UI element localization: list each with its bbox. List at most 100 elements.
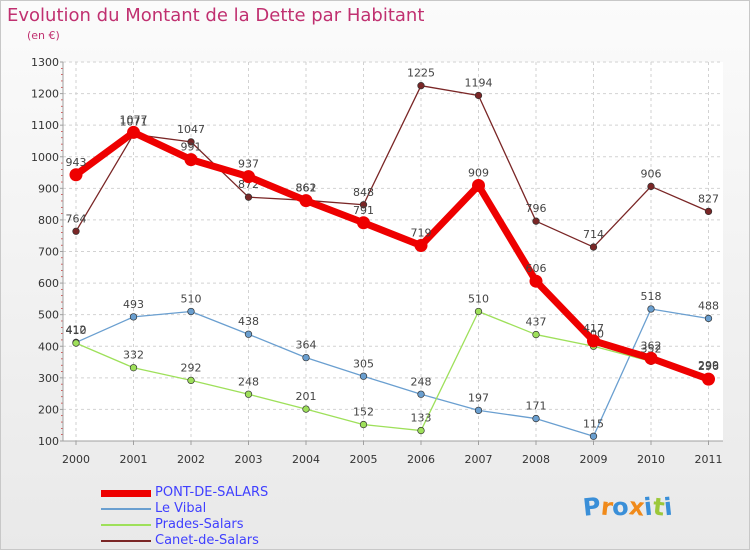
y-tick-label: 200 [38, 403, 59, 416]
data-point [589, 432, 598, 440]
data-label: 133 [411, 412, 432, 425]
data-point [532, 330, 540, 339]
data-label: 510 [181, 293, 202, 306]
y-tick-label: 900 [38, 182, 59, 195]
data-label: 296 [698, 360, 719, 373]
series-segment [75, 316, 135, 344]
data-point [187, 376, 195, 385]
data-point [302, 353, 310, 362]
data-label: 1071 [120, 115, 148, 128]
y-tick-label: 100 [38, 435, 59, 448]
data-label: 115 [583, 417, 604, 430]
data-label: 848 [353, 186, 374, 199]
data-label: 714 [583, 228, 604, 241]
series-segment [592, 308, 652, 437]
series-segment [362, 375, 422, 395]
data-label: 861 [296, 182, 317, 195]
series-segment [477, 310, 537, 336]
y-tick-label: 400 [38, 340, 59, 353]
data-label: 248 [238, 375, 259, 388]
data-label: 362 [641, 339, 662, 352]
data-point [72, 227, 80, 235]
legend-swatch [101, 508, 151, 510]
series-segment [245, 173, 310, 205]
series-segment [535, 333, 595, 347]
series-segment [305, 408, 365, 426]
data-label: 488 [698, 299, 719, 312]
x-tick-label: 2003 [235, 453, 263, 466]
data-point [474, 91, 483, 100]
series-segment [130, 128, 195, 164]
x-tick-label: 2005 [350, 453, 378, 466]
x-tick-label: 2009 [580, 453, 608, 466]
data-point [359, 372, 368, 380]
series-segment [362, 85, 422, 206]
data-label: 510 [468, 293, 489, 306]
data-point [187, 138, 195, 146]
y-tick-label: 1200 [31, 88, 59, 101]
data-point [72, 339, 80, 347]
data-point [69, 168, 83, 182]
data-label: 438 [238, 315, 259, 328]
legend-swatch [101, 540, 151, 542]
series-segment [650, 308, 710, 320]
series-segment [190, 379, 250, 395]
chart-title: Evolution du Montant de la Dette par Hab… [7, 5, 425, 26]
legend-label: Prades-Salars [155, 517, 244, 532]
series-segment [477, 409, 537, 420]
data-point [127, 125, 140, 139]
data-point [184, 153, 198, 167]
x-tick-label: 2000 [62, 453, 90, 466]
data-point [647, 305, 655, 313]
data-label: 606 [526, 262, 547, 275]
series-segment [75, 133, 135, 232]
data-point [704, 314, 713, 323]
data-point [474, 406, 483, 415]
data-label: 1077 [120, 113, 148, 126]
x-tick-label: 2007 [465, 453, 493, 466]
data-point [472, 178, 485, 192]
data-label: 991 [181, 141, 202, 154]
data-point [414, 238, 428, 252]
data-label: 417 [583, 322, 604, 335]
data-label: 862 [296, 181, 317, 194]
data-label: 248 [411, 375, 432, 388]
data-label: 764 [66, 212, 87, 225]
data-point [359, 420, 368, 429]
x-tick-label: 2006 [407, 453, 435, 466]
y-tick-label: 700 [38, 246, 59, 259]
chart-unit: (en €) [27, 29, 60, 42]
series-segment [420, 85, 480, 97]
y-tick-label: 1100 [31, 119, 59, 132]
data-label: 719 [411, 226, 432, 239]
data-point [647, 182, 655, 191]
series-segment [417, 181, 482, 249]
data-label: 410 [66, 324, 87, 337]
data-label: 796 [526, 202, 547, 215]
data-point [242, 170, 255, 184]
series-segment [475, 181, 540, 285]
y-tick-label: 1000 [31, 151, 59, 164]
data-label: 943 [66, 156, 87, 169]
data-label: 305 [353, 357, 374, 370]
y-tick-label: 800 [38, 214, 59, 227]
series-segment [420, 393, 480, 412]
series-segment [647, 354, 712, 383]
data-label: 827 [698, 192, 719, 205]
x-tick-label: 2004 [292, 453, 320, 466]
series-segment [247, 393, 307, 410]
data-point [302, 405, 310, 413]
data-label: 171 [526, 400, 547, 413]
data-point [417, 426, 425, 435]
data-label: 201 [296, 390, 317, 403]
legend-label: Canet-de-Salars [155, 533, 259, 548]
data-label: 937 [238, 158, 259, 171]
data-point [704, 207, 713, 216]
series-segment [132, 367, 192, 382]
legend-label: PONT-DE-SALARS [155, 485, 269, 500]
data-label: 437 [526, 316, 547, 329]
legend-swatch [101, 489, 151, 497]
x-tick-label: 2008 [522, 453, 550, 466]
